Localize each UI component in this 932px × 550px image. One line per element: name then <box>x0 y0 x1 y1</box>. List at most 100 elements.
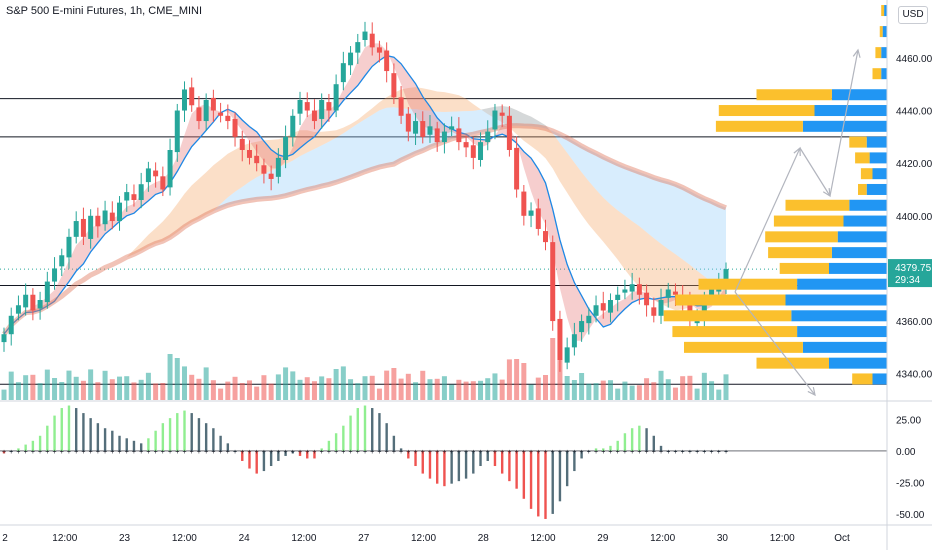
volume-bar <box>514 359 520 400</box>
volume-bar <box>138 379 144 400</box>
candle-body <box>153 170 159 177</box>
oscillator-cross-mark: + <box>645 449 649 456</box>
volume-bar <box>420 370 426 400</box>
oscillator-cross-mark: + <box>161 449 165 456</box>
oscillator-cross-mark: + <box>370 449 374 456</box>
candle-body <box>355 42 361 53</box>
candle-body <box>283 136 289 160</box>
volume-bar <box>427 379 433 400</box>
oscillator-cross-mark: + <box>457 449 461 456</box>
candle-body <box>492 110 498 130</box>
oscillator-cross-mark: + <box>305 449 309 456</box>
volume-bar <box>167 354 173 400</box>
volume-profile-up <box>802 120 887 132</box>
oscillator-bar <box>269 450 273 467</box>
volume-profile-up <box>802 341 887 353</box>
candle-body <box>579 321 585 333</box>
oscillator-cross-mark: + <box>67 449 71 456</box>
volume-profile-down <box>768 247 832 259</box>
oscillator-bar <box>24 444 27 451</box>
oscillator-cross-mark: + <box>320 449 324 456</box>
candle-body <box>564 347 570 363</box>
volume-bar <box>557 361 563 400</box>
volume-bar <box>1 389 7 400</box>
candle-body <box>1 334 7 343</box>
oscillator-cross-mark: + <box>240 449 244 456</box>
volume-bar <box>59 382 65 400</box>
candle-body <box>369 33 375 48</box>
oscillator-cross-mark: + <box>139 449 143 456</box>
candle-body <box>615 294 621 300</box>
candle-body <box>478 142 484 160</box>
oscillator-bar <box>334 433 338 451</box>
volume-bar <box>311 381 317 400</box>
oscillator-bar <box>486 450 489 461</box>
time-axis-label: Oct <box>834 533 850 544</box>
candle-body <box>311 110 317 122</box>
oscillator-bar <box>31 440 35 451</box>
oscillator-cross-mark: + <box>377 449 381 456</box>
oscillator-cross-mark: + <box>435 449 439 456</box>
oscillator-cross-mark: + <box>284 449 288 456</box>
time-axis-label: 12:00 <box>650 533 675 544</box>
volume-profile-up <box>831 247 887 259</box>
volume-bar <box>398 378 404 400</box>
volume-bar <box>232 376 238 400</box>
oscillator-cross-mark: + <box>16 449 20 456</box>
oscillator-bar <box>558 450 562 502</box>
volume-profile <box>663 5 887 385</box>
candle-body <box>535 208 541 229</box>
oscillator-bar <box>363 405 367 451</box>
oscillator-axis-label: -50.00 <box>896 510 925 521</box>
candle-body <box>449 126 455 130</box>
oscillator-cross-mark: + <box>38 449 42 456</box>
volume-bar <box>680 376 686 400</box>
candle-body <box>80 218 86 237</box>
volume-bar <box>586 383 592 400</box>
volume-bar <box>326 378 332 400</box>
volume-profile-up <box>829 357 887 369</box>
oscillator-cross-mark: + <box>543 449 547 456</box>
oscillator-cross-mark: + <box>110 449 114 456</box>
volume-bar <box>275 374 281 400</box>
symbol-title[interactable]: S&P 500 E-mini Futures, 1h, CME_MINI <box>6 5 203 17</box>
oscillator-bar <box>67 405 71 451</box>
candle-body <box>672 291 678 295</box>
volume-profile-up <box>791 310 887 322</box>
oscillator-bar <box>147 438 150 451</box>
volume-bar <box>694 388 700 400</box>
volume-bar <box>102 370 108 400</box>
volume-profile-down <box>773 215 844 227</box>
oscillator-bar <box>407 450 410 459</box>
oscillator-cross-mark: + <box>327 449 331 456</box>
volume-bar <box>225 381 231 400</box>
oscillator-cross-mark: + <box>587 449 591 456</box>
volume-bar <box>405 373 411 400</box>
oscillator-bar <box>233 450 237 452</box>
volume-bar <box>434 378 440 400</box>
oscillator-cross-mark: + <box>478 449 482 456</box>
oscillator-bar <box>573 450 576 472</box>
volume-profile-up <box>829 262 887 274</box>
oscillator-bar <box>190 413 193 451</box>
projection-arrows[interactable] <box>734 48 861 397</box>
candle-body <box>160 176 166 190</box>
price-axis-label: 4420.00 <box>896 159 932 170</box>
oscillator-bar <box>60 408 63 451</box>
ma-line-blue <box>3 54 727 335</box>
volume-profile-down <box>718 105 815 117</box>
volume-bar <box>701 372 707 400</box>
oscillator-bar <box>284 450 287 456</box>
price-axis-label: 4360.00 <box>896 317 932 328</box>
oscillator-bar <box>342 425 345 451</box>
candle-body <box>246 150 252 158</box>
currency-button[interactable]: USD <box>898 6 928 24</box>
oscillator-bar <box>46 425 49 451</box>
oscillator-bar <box>508 450 511 482</box>
candle-body <box>362 31 368 40</box>
volume-bar <box>283 367 289 400</box>
volume-profile-down <box>779 262 829 274</box>
volume-profile-up <box>837 231 887 243</box>
